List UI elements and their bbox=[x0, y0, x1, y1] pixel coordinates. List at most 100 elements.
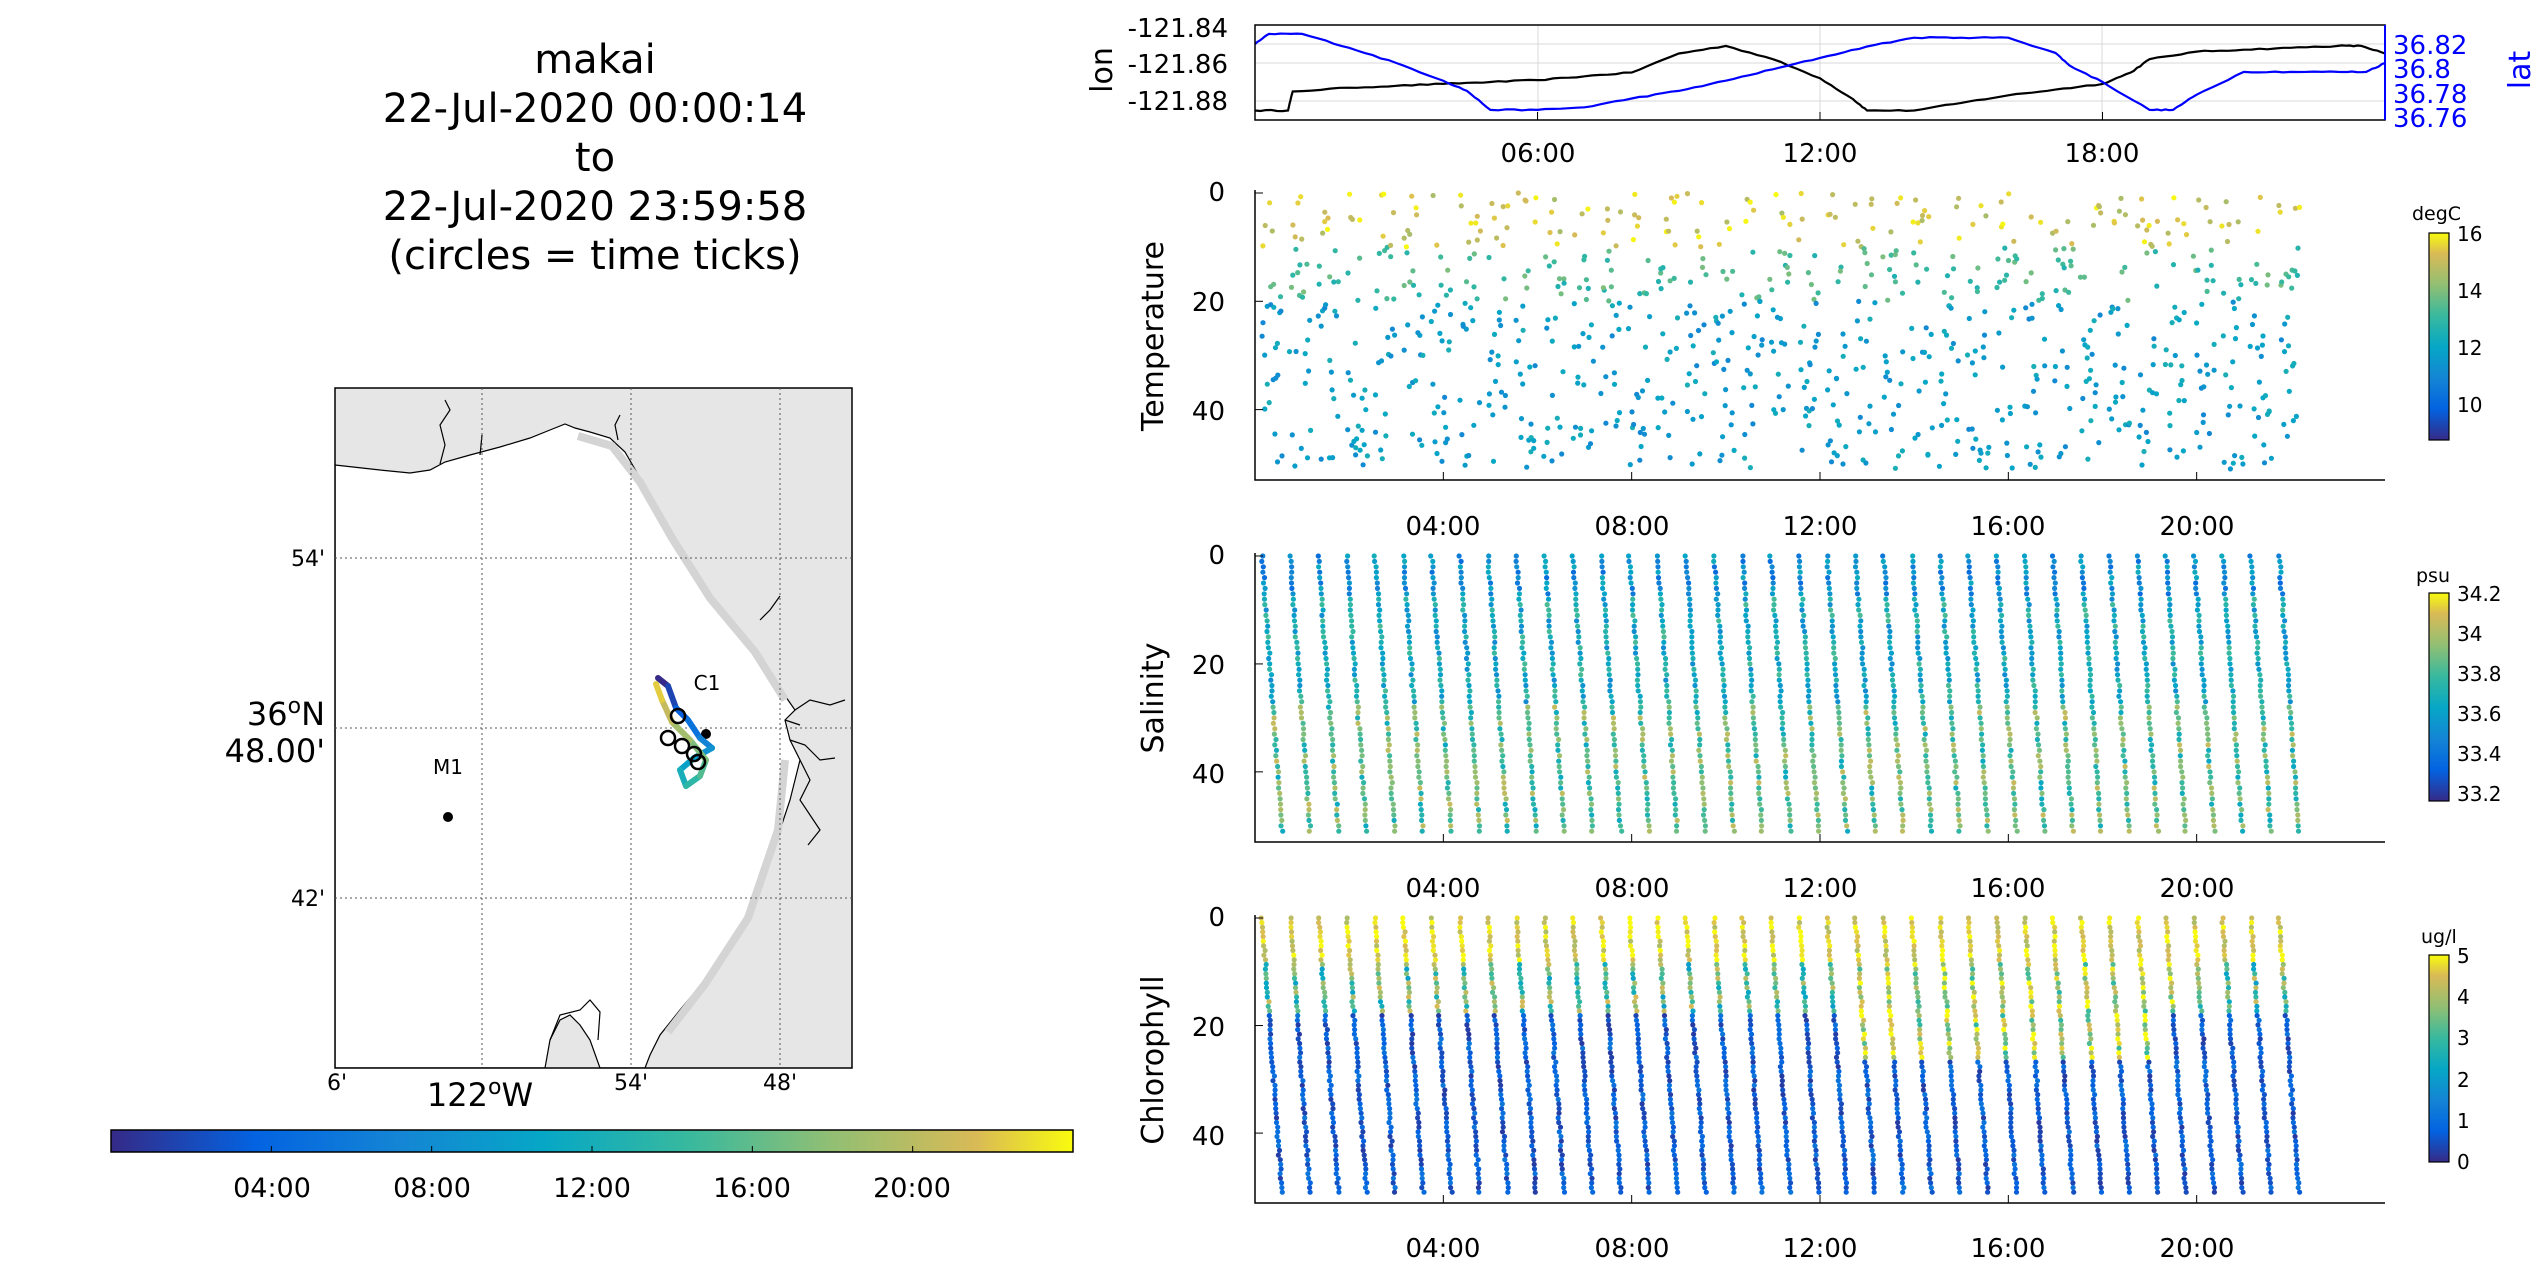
chl-point bbox=[1436, 1017, 1442, 1023]
sal-point bbox=[1268, 677, 1274, 683]
sal-point bbox=[1607, 677, 1613, 683]
chl-point bbox=[1297, 1045, 1303, 1051]
chl-point bbox=[1750, 1064, 1756, 1070]
chl-point bbox=[1771, 971, 1777, 977]
chl-point bbox=[1463, 999, 1469, 1005]
sal-point bbox=[1833, 688, 1839, 694]
sal-point bbox=[1982, 785, 1988, 791]
chl-point bbox=[1807, 1078, 1814, 1084]
chl-point bbox=[1755, 1133, 1761, 1140]
sal-point bbox=[1880, 558, 1886, 564]
temp-point bbox=[2165, 230, 2171, 236]
sal-point bbox=[2092, 736, 2098, 743]
sal-point bbox=[2135, 558, 2141, 564]
temp-point bbox=[2096, 440, 2102, 446]
chl-point bbox=[1728, 1147, 1734, 1153]
sal-point bbox=[1437, 672, 1444, 678]
sal-point bbox=[2146, 709, 2152, 716]
chl-point bbox=[1895, 1133, 1901, 1140]
temp-point bbox=[1324, 226, 1331, 232]
chl-point bbox=[1726, 1119, 1732, 1126]
temp-point bbox=[1697, 451, 1703, 457]
sal-point bbox=[2252, 623, 2258, 629]
sal-point bbox=[2230, 688, 2236, 694]
chl-point bbox=[1655, 929, 1661, 935]
chl-point bbox=[1971, 1003, 1977, 1009]
chl-point bbox=[1886, 999, 1892, 1005]
chl-point bbox=[1804, 1027, 1810, 1033]
chl-point bbox=[1575, 989, 1581, 996]
chl-point bbox=[1574, 971, 1580, 977]
chl-point bbox=[1776, 1031, 1782, 1037]
chl-point bbox=[1923, 1119, 1929, 1126]
temp-point bbox=[1504, 225, 1510, 231]
sal-point bbox=[1542, 564, 1548, 570]
chl-point bbox=[1410, 1031, 1416, 1037]
sal-point bbox=[1969, 612, 1975, 618]
chl-point bbox=[1486, 929, 1493, 935]
sal-point bbox=[1728, 790, 1734, 797]
station-c1-label: C1 bbox=[694, 671, 721, 695]
scatter-panels: 0 20 40 Temperature 04:00 08:00 12:00 16… bbox=[1136, 178, 2502, 1264]
chl-point bbox=[1439, 1064, 1445, 1070]
sal-point bbox=[1410, 677, 1416, 683]
chl-point bbox=[2092, 1119, 2098, 1126]
chl-point bbox=[1799, 947, 1805, 954]
temp-point bbox=[2285, 314, 2291, 320]
chl-point bbox=[1801, 999, 1808, 1005]
sal-point bbox=[1493, 666, 1499, 672]
sal-point bbox=[2095, 774, 2101, 780]
chl-point bbox=[1779, 1078, 1785, 1084]
salinity-ytick-0: 0 bbox=[1208, 541, 1225, 571]
sal-point bbox=[2013, 817, 2019, 824]
chl-point bbox=[1630, 966, 1636, 972]
sal-point bbox=[2084, 634, 2090, 640]
temp-point bbox=[1970, 221, 1976, 227]
sal-point bbox=[2096, 801, 2102, 807]
sal-point bbox=[1390, 801, 1396, 807]
sal-point bbox=[2234, 753, 2240, 759]
sal-point bbox=[1993, 558, 2000, 564]
chl-point bbox=[1330, 1106, 1336, 1112]
chl-point bbox=[1920, 1068, 1926, 1074]
sal-point bbox=[2175, 720, 2181, 726]
sal-point bbox=[1358, 742, 1364, 748]
sal-point bbox=[1306, 828, 1312, 834]
sal-point bbox=[1574, 612, 1580, 618]
temperature-cb-tick-12: 12 bbox=[2457, 336, 2482, 360]
temp-point bbox=[1956, 195, 1962, 201]
chl-point bbox=[1349, 975, 1355, 982]
chl-point bbox=[2024, 952, 2030, 958]
chl-point bbox=[1640, 1096, 1646, 1102]
sal-point bbox=[1953, 780, 1959, 786]
sal-point bbox=[1692, 682, 1698, 689]
sal-point bbox=[1664, 688, 1670, 694]
sal-point bbox=[1787, 823, 1793, 829]
sal-point bbox=[1769, 564, 1775, 570]
chl-point bbox=[1660, 994, 1666, 1000]
sal-point bbox=[2209, 801, 2215, 807]
sal-point bbox=[1401, 575, 1408, 581]
sal-point bbox=[1551, 677, 1557, 683]
temp-point bbox=[1471, 422, 1477, 428]
sal-point bbox=[2008, 758, 2014, 764]
chl-point bbox=[1443, 1115, 1449, 1121]
chl-point bbox=[1833, 1031, 1839, 1037]
chl-point bbox=[2142, 1031, 2149, 1037]
sal-point bbox=[1327, 699, 1333, 705]
chl-point bbox=[2163, 915, 2169, 921]
temp-point bbox=[1613, 312, 1619, 318]
sal-point bbox=[2037, 758, 2043, 764]
sal-point bbox=[1608, 693, 1614, 699]
sal-point bbox=[1414, 753, 1420, 759]
temp-point bbox=[1684, 408, 1690, 415]
sal-point bbox=[1888, 666, 1894, 672]
chl-point bbox=[1948, 1068, 1954, 1074]
chl-point bbox=[1740, 934, 1746, 940]
sal-point bbox=[2201, 688, 2207, 694]
chl-point bbox=[1272, 1096, 1278, 1102]
chl-point bbox=[1778, 1068, 1784, 1074]
temp-point bbox=[2281, 421, 2287, 427]
chl-point bbox=[2113, 1003, 2119, 1009]
chl-point bbox=[2195, 957, 2201, 963]
